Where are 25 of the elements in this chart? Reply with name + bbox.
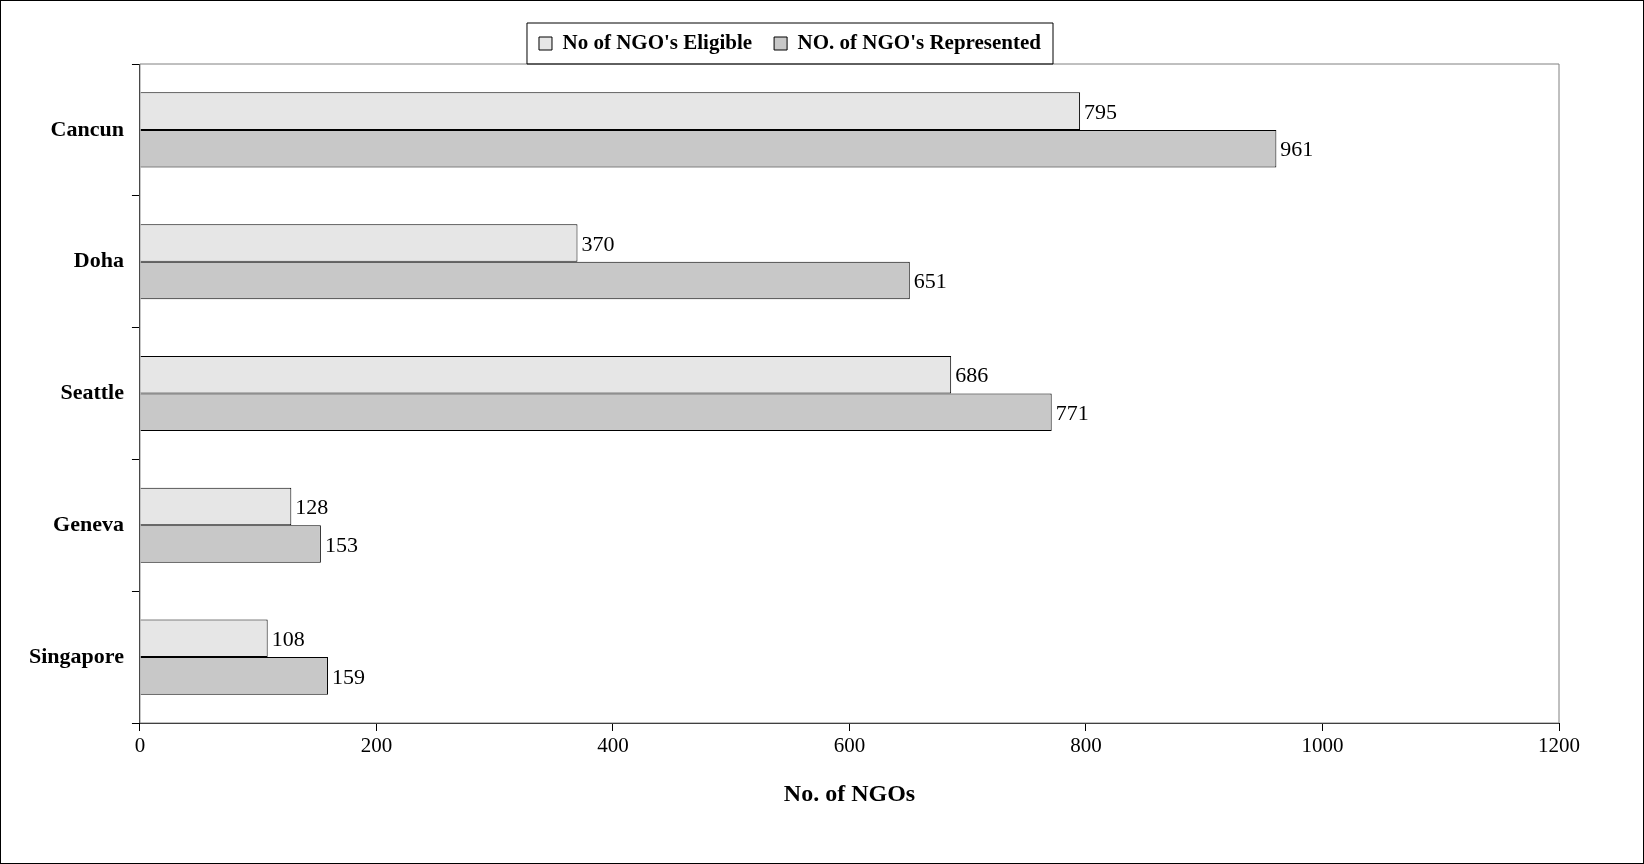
x-tick-label: 800: [1070, 733, 1102, 758]
data-label: 159: [331, 663, 365, 689]
y-tick-label: Singapore: [29, 642, 125, 668]
x-tick-label: 1000: [1301, 733, 1344, 758]
data-label: 108: [271, 626, 305, 652]
legend-label: No of NGO's Eligible: [562, 29, 753, 54]
data-label: 771: [1055, 400, 1089, 426]
y-tick-label: Cancun: [50, 115, 124, 141]
y-tick-label: Doha: [73, 247, 124, 273]
x-tick-label: 1200: [1538, 733, 1580, 758]
x-tick-label: 400: [597, 733, 629, 758]
data-label: 128: [295, 494, 329, 520]
data-label: 795: [1084, 98, 1118, 124]
x-tick-label: 200: [360, 733, 393, 758]
x-tick-label: 600: [833, 733, 866, 758]
data-label: 651: [913, 268, 947, 294]
data-label: 686: [955, 362, 989, 388]
legend-label: NO. of NGO's Represented: [797, 29, 1042, 54]
x-axis-title: No. of NGOs: [783, 779, 916, 806]
data-label: 153: [324, 531, 358, 557]
y-tick-label: Seattle: [60, 379, 125, 405]
x-tick-label: 0: [134, 733, 146, 758]
data-label: 370: [581, 230, 615, 256]
data-label: 961: [1280, 136, 1314, 162]
y-tick-label: Geneva: [53, 510, 124, 536]
